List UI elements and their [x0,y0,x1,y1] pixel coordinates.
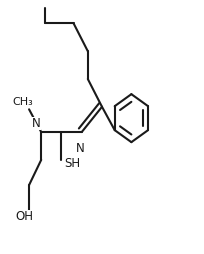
Text: OH: OH [15,210,33,223]
Text: N: N [76,142,85,155]
Text: SH: SH [64,157,81,170]
Text: N: N [32,117,41,130]
Text: CH₃: CH₃ [13,97,33,107]
